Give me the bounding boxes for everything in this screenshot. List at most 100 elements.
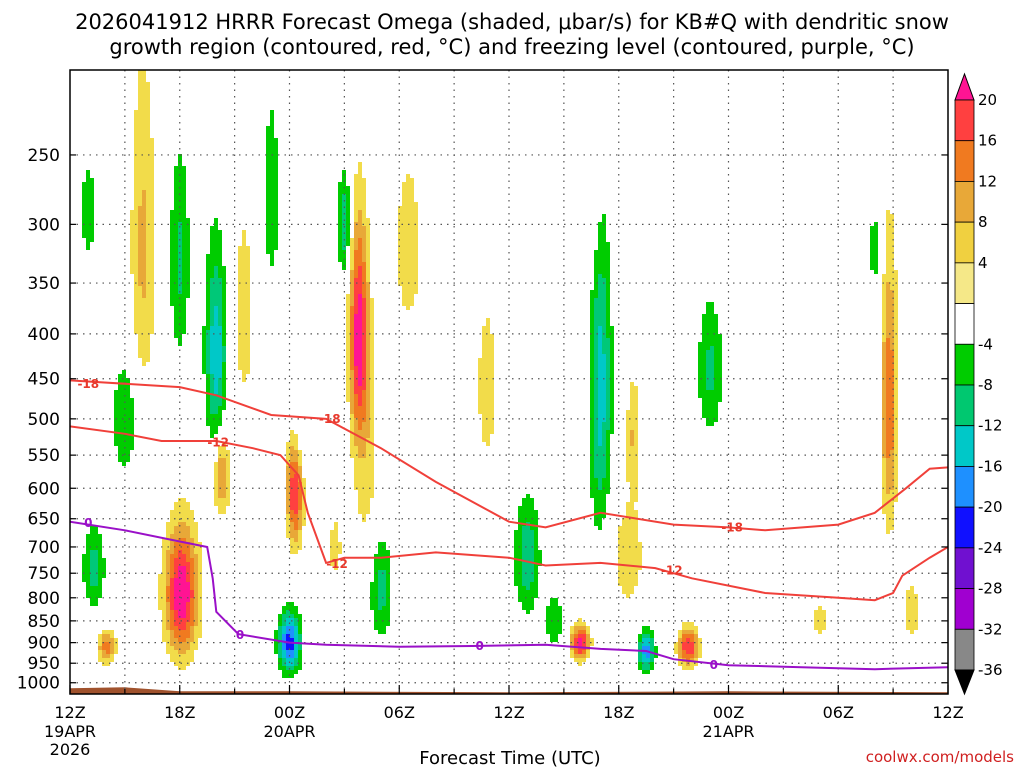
omega-cell <box>138 218 146 222</box>
omega-cell <box>602 434 606 438</box>
omega-cell <box>370 362 374 366</box>
omega-cell <box>610 350 614 354</box>
omega-cell <box>882 422 886 426</box>
omega-cell <box>346 238 350 242</box>
omega-cell <box>194 602 198 606</box>
omega-cell <box>886 294 894 298</box>
omega-cell <box>690 662 698 666</box>
omega-cell <box>266 246 278 250</box>
omega-cell <box>478 394 494 398</box>
omega-cell <box>702 334 722 338</box>
y-tick-label: 350 <box>28 274 60 294</box>
credit-link[interactable]: coolwx.com/models <box>866 748 1014 766</box>
omega-cell <box>210 302 222 306</box>
omega-cell <box>594 282 598 286</box>
omega-cell <box>206 374 210 378</box>
omega-cell <box>714 350 722 354</box>
omega-cell <box>642 630 654 634</box>
omega-cell <box>602 334 606 338</box>
omega-cell <box>222 354 226 358</box>
omega-cell <box>170 234 178 238</box>
omega-cell <box>182 290 190 294</box>
omega-cell <box>146 190 154 194</box>
omega-cell <box>238 310 250 314</box>
omega-cell <box>706 378 714 382</box>
omega-cell <box>354 322 362 326</box>
omega-cell <box>594 414 598 418</box>
omega-cell <box>298 634 302 638</box>
omega-cell <box>522 538 534 542</box>
omega-cell <box>138 90 150 94</box>
omega-cell <box>298 646 302 650</box>
omega-cell <box>894 346 898 350</box>
omega-cell <box>702 322 718 326</box>
omega-cell <box>162 630 170 634</box>
omega-cell <box>594 366 598 370</box>
omega-cell <box>174 194 186 198</box>
omega-cell <box>278 622 282 626</box>
omega-cell <box>398 274 418 278</box>
omega-cell <box>546 606 562 610</box>
omega-cell <box>526 586 530 590</box>
omega-cell <box>594 426 598 430</box>
omega-cell <box>214 486 218 490</box>
omega-cell <box>522 578 534 582</box>
omega-cell <box>166 574 170 578</box>
omega-cell <box>598 418 606 422</box>
omega-cell <box>598 326 602 330</box>
omega-cell <box>82 206 94 210</box>
omega-cell <box>366 294 370 298</box>
omega-cell <box>86 246 90 250</box>
omega-cell <box>598 430 602 434</box>
omega-cell <box>174 542 190 546</box>
omega-cell <box>218 318 222 322</box>
omega-cell <box>354 458 374 462</box>
omega-cell <box>362 358 366 362</box>
omega-cell <box>242 378 246 382</box>
omega-cell <box>358 302 362 306</box>
omega-cell <box>882 434 886 438</box>
omega-cell <box>626 506 634 510</box>
colorbar-segment <box>954 466 975 508</box>
omega-cell <box>594 382 598 386</box>
omega-cell <box>210 350 222 354</box>
omega-cell <box>910 630 914 634</box>
omega-cell <box>610 426 614 430</box>
omega-cell <box>590 298 594 302</box>
omega-cell <box>594 418 598 422</box>
omega-cell <box>158 574 166 578</box>
omega-cell <box>194 566 198 570</box>
omega-cell <box>594 354 598 358</box>
omega-cell <box>870 254 878 258</box>
omega-cell <box>182 226 190 230</box>
omega-cell <box>598 334 602 338</box>
omega-cell <box>138 282 146 286</box>
omega-cell <box>814 618 826 622</box>
omega-cell <box>894 314 898 318</box>
omega-cell <box>482 438 490 442</box>
omega-cell <box>102 630 114 634</box>
omega-cell <box>894 470 898 474</box>
omega-cell <box>146 278 154 282</box>
omega-cell <box>590 410 594 414</box>
omega-cell <box>222 310 226 314</box>
omega-cell <box>598 410 606 414</box>
omega-cell <box>202 330 206 334</box>
omega-cell <box>170 514 194 518</box>
omega-cell <box>362 322 366 326</box>
omega-cell <box>370 346 374 350</box>
omega-cell <box>882 394 886 398</box>
omega-cell <box>894 402 898 406</box>
omega-cell <box>338 206 342 210</box>
omega-cell <box>374 618 390 622</box>
omega-cell <box>138 226 146 230</box>
omega-cell <box>190 578 194 582</box>
omega-cell <box>146 274 154 278</box>
omega-cell <box>338 202 342 206</box>
omega-cell <box>682 642 694 646</box>
omega-cell <box>358 238 362 242</box>
omega-cell <box>366 438 374 442</box>
omega-cell <box>578 630 586 634</box>
omega-cell <box>138 94 150 98</box>
omega-cell <box>894 430 898 434</box>
